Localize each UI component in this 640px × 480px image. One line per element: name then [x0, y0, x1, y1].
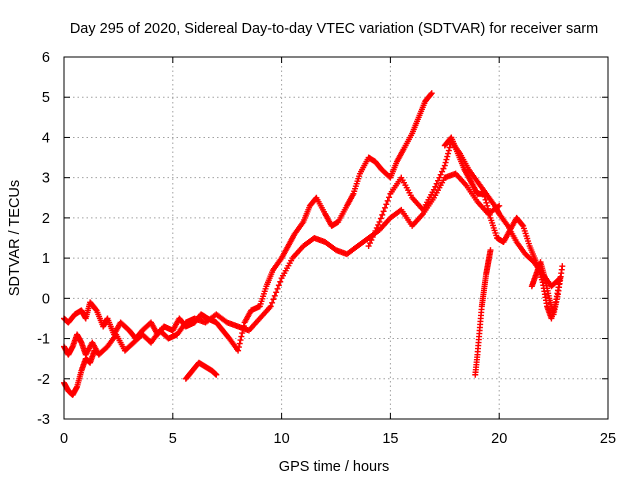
x-tick-label: 0: [60, 431, 68, 447]
x-tick-label: 5: [169, 431, 177, 447]
interp-point: [484, 202, 491, 209]
data-point: [235, 347, 242, 354]
interp-point: [371, 230, 378, 237]
interp-point: [445, 150, 452, 157]
data-point: [213, 371, 220, 378]
y-tick-label: 5: [42, 90, 50, 106]
data-point: [267, 303, 274, 310]
plot-frame: [63, 56, 609, 420]
interp-point: [437, 171, 444, 178]
x-tick-label: 20: [491, 431, 507, 447]
data-point: [441, 162, 448, 169]
y-tick-label: 1: [42, 251, 50, 267]
interp-point: [386, 194, 393, 201]
interp-point: [444, 153, 451, 160]
series-track-f: [441, 134, 564, 322]
interp-point: [432, 183, 439, 190]
interp-point: [383, 201, 390, 208]
data-point: [430, 186, 437, 193]
interp-point: [368, 237, 375, 244]
interp-point: [436, 174, 443, 181]
interp-point: [373, 224, 380, 231]
interp-point: [483, 199, 490, 206]
interp-point: [270, 296, 277, 303]
interp-point: [367, 240, 373, 247]
interp-point: [433, 180, 440, 187]
interp-point: [92, 306, 99, 313]
interp-point: [446, 144, 453, 151]
interp-point: [435, 177, 441, 184]
interp-point: [369, 233, 376, 240]
data-points: [61, 90, 566, 398]
interp-point: [442, 159, 449, 166]
interp-point: [427, 91, 434, 98]
interp-point: [380, 208, 387, 215]
x-tick-label: 10: [274, 431, 290, 447]
data-point: [428, 90, 435, 97]
data-point: [376, 218, 383, 225]
interp-point: [275, 282, 282, 289]
interp-point: [236, 340, 243, 347]
interp-point: [485, 205, 492, 212]
data-point: [487, 247, 494, 254]
x-tick-label: 15: [382, 431, 398, 447]
interp-point: [485, 208, 492, 215]
y-tick-label: -2: [37, 372, 50, 388]
interp-point: [277, 278, 284, 285]
interp-point: [269, 299, 276, 306]
interp-point: [384, 197, 391, 204]
y-tick-label: 2: [42, 211, 50, 227]
y-tick-label: -1: [37, 332, 50, 348]
x-axis-label: GPS time / hours: [279, 459, 389, 475]
interp-point: [239, 330, 246, 337]
interp-point: [486, 211, 493, 218]
interp-point: [273, 289, 280, 296]
interp-point: [377, 215, 384, 222]
interp-point: [237, 337, 244, 344]
interp-point: [274, 285, 281, 292]
y-tick-label: 4: [42, 130, 50, 146]
interp-point: [519, 221, 526, 228]
interp-point: [443, 156, 450, 163]
data-point: [91, 347, 98, 354]
interp-point: [379, 211, 386, 218]
data-point: [365, 243, 372, 250]
x-tick-label: 25: [600, 431, 616, 447]
series-track-b: [61, 170, 503, 358]
y-tick-label: 3: [42, 171, 50, 187]
series-track-g: [472, 247, 494, 378]
interp-point: [375, 221, 382, 228]
interp-point: [238, 333, 245, 340]
interp-point: [372, 227, 379, 234]
interp-point: [439, 168, 446, 175]
y-axis-ticks: -3 -2 -1 0 1 2 3 4 5 6: [37, 50, 608, 428]
x-axis-ticks: 0 5 10 15 20 25: [60, 57, 616, 447]
interp-point: [445, 147, 452, 154]
interp-point: [482, 196, 489, 203]
y-axis-label: SDTVAR / TECUs: [7, 180, 23, 296]
interp-point: [440, 165, 447, 172]
data-point: [480, 190, 487, 197]
y-tick-label: -3: [37, 412, 50, 428]
y-tick-label: 6: [42, 50, 50, 66]
interp-point: [271, 292, 278, 299]
y-tick-label: 0: [42, 291, 50, 307]
series-track-d: [182, 359, 220, 382]
data-point: [559, 263, 566, 270]
interp-point: [381, 204, 388, 211]
interp-point: [235, 344, 242, 351]
series-track-h: [528, 259, 566, 318]
interp-point: [481, 193, 488, 200]
chart-title: Day 295 of 2020, Sidereal Day-to-day VTE…: [70, 21, 598, 37]
